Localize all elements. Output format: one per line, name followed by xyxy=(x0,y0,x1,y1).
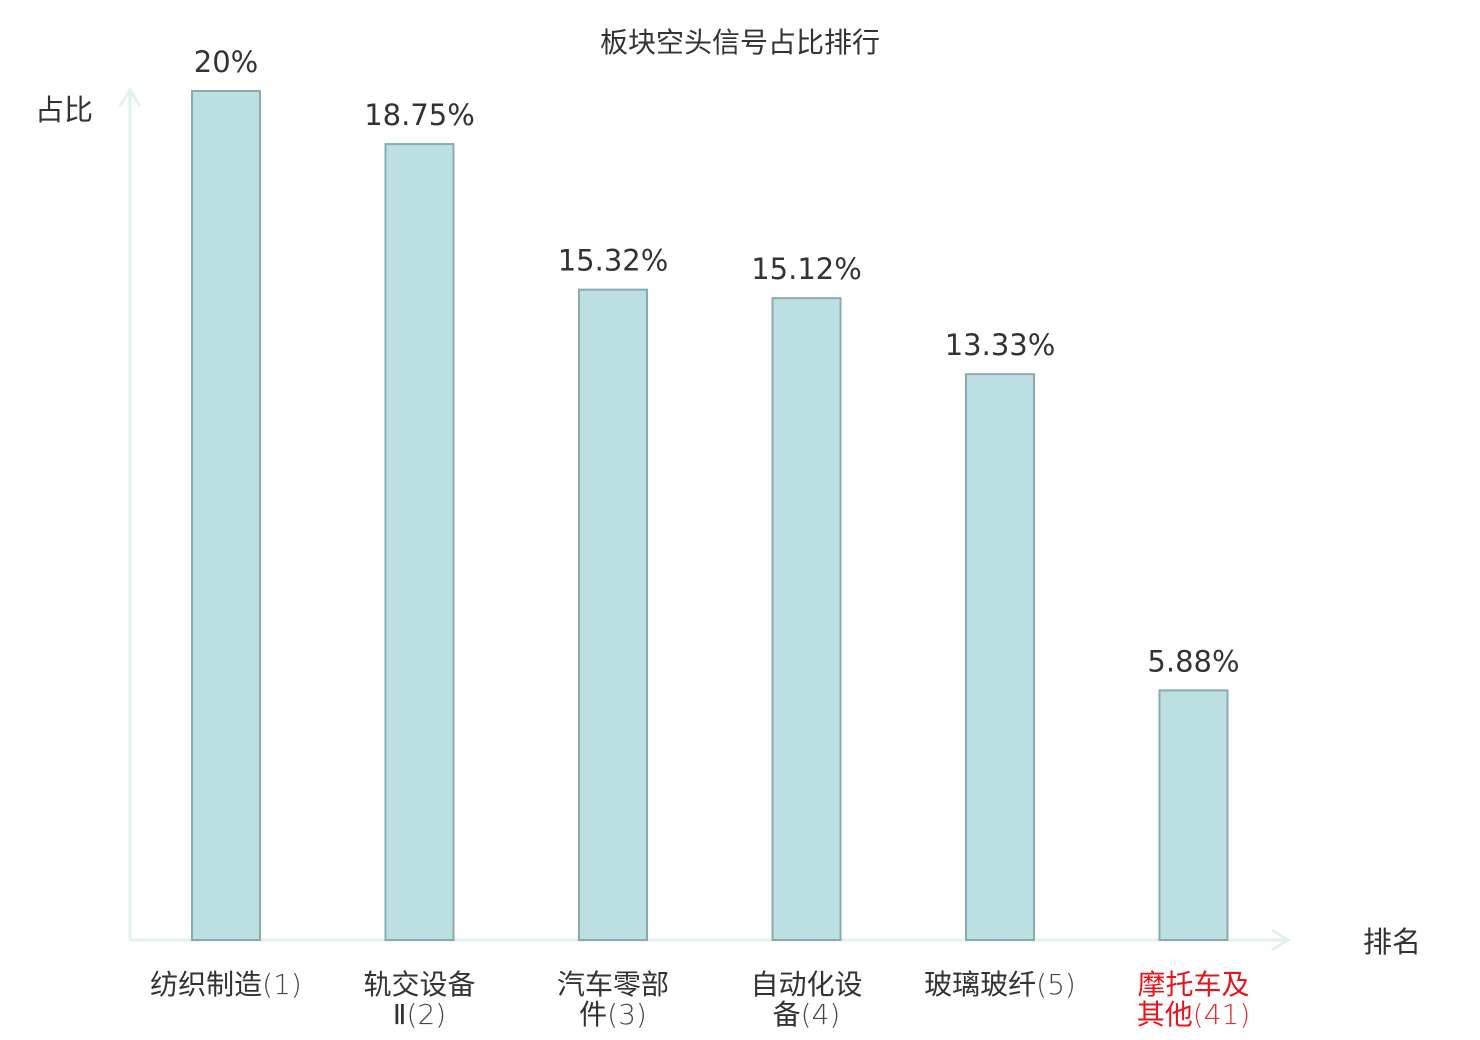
rank-label: (1) xyxy=(262,968,302,1001)
rank-label: (3) xyxy=(607,998,647,1031)
y-axis-arrow xyxy=(118,87,142,107)
bar xyxy=(965,373,1035,942)
category-label: Ⅱ(2) xyxy=(393,998,446,1031)
bar xyxy=(191,90,261,941)
axes xyxy=(118,87,1291,952)
data-label: 15.12% xyxy=(751,252,862,286)
x-axis-label: 排名 xyxy=(1363,925,1421,959)
category-label: 轨交设备 xyxy=(363,968,475,1001)
data-label: 5.88% xyxy=(1147,644,1239,678)
data-label: 15.32% xyxy=(558,244,669,278)
chart-title: 板块空头信号占比排行 xyxy=(600,26,880,59)
category-label: 其他(41) xyxy=(1137,998,1251,1031)
bar xyxy=(578,288,648,941)
data-labels: 20% 18.75% 15.32% 15.12% 13.33% 5.88% xyxy=(194,45,1240,678)
rank-label: (4) xyxy=(801,998,841,1031)
rank-label: (5) xyxy=(1036,968,1076,1001)
category-label: 汽车零部 xyxy=(557,968,669,1001)
category-label: 纺织制造(1) xyxy=(150,968,302,1001)
bar xyxy=(771,297,842,941)
y-axis-label: 占比 xyxy=(35,93,93,127)
rank-label: (2) xyxy=(407,998,447,1031)
x-axis-arrow xyxy=(1271,928,1291,952)
bars xyxy=(191,90,1229,942)
data-label: 20% xyxy=(194,45,258,79)
category-label: 玻璃玻纤(5) xyxy=(924,968,1076,1001)
category-label: 备(4) xyxy=(773,998,841,1031)
category-label: 摩托车及 xyxy=(1137,968,1249,1001)
category-label: 自动化设 xyxy=(750,968,862,1001)
data-label: 13.33% xyxy=(945,328,1056,362)
rank-label: (41) xyxy=(1193,998,1250,1031)
bar xyxy=(384,143,455,941)
bar xyxy=(1158,689,1229,941)
category-label: 件(3) xyxy=(579,998,647,1031)
data-label: 18.75% xyxy=(364,98,475,132)
